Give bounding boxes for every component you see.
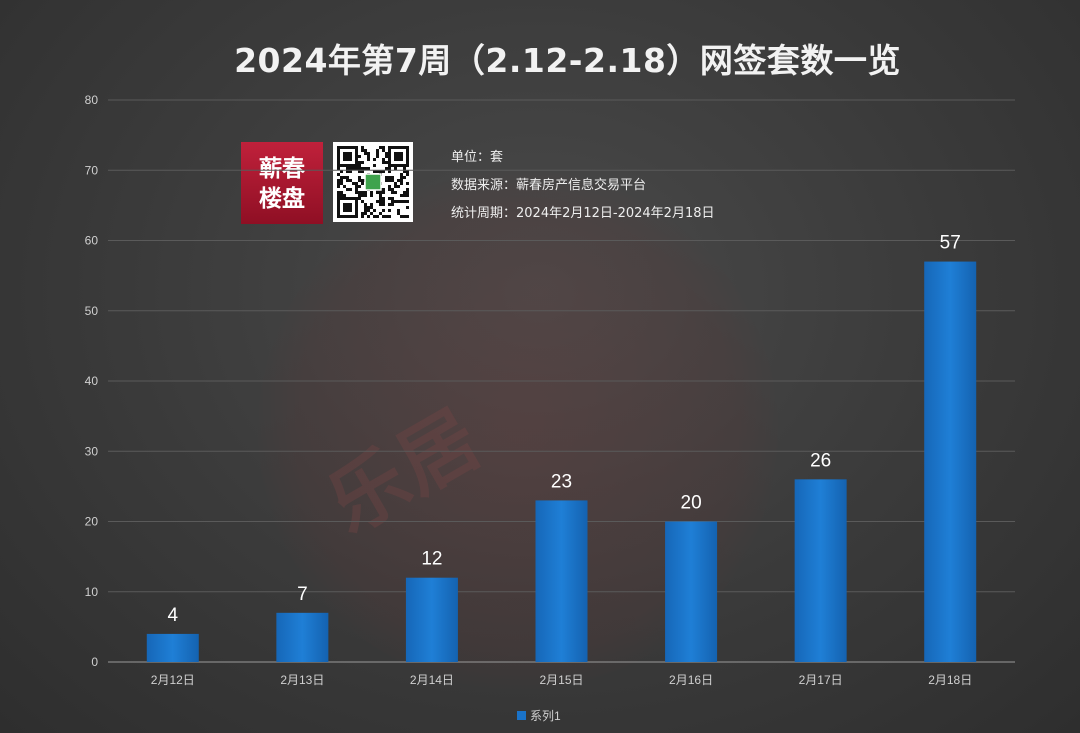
brand-logo: 蕲春 楼盘 bbox=[241, 142, 323, 224]
bar-6 bbox=[924, 261, 977, 662]
data-label-2: 12 bbox=[421, 549, 442, 570]
bar-5 bbox=[794, 479, 847, 662]
data-label-6: 57 bbox=[940, 233, 961, 254]
x-tick-label: 2月16日 bbox=[669, 673, 713, 687]
bars bbox=[146, 261, 977, 662]
period-note: 统计周期：2024年2月12日-2024年2月18日 bbox=[451, 206, 715, 221]
bar-2 bbox=[405, 577, 458, 662]
y-tick-label: 30 bbox=[85, 444, 99, 458]
data-label-1: 7 bbox=[297, 584, 308, 605]
legend-label: 系列1 bbox=[530, 709, 561, 723]
legend-square-icon bbox=[517, 711, 526, 720]
brand-logo-line1: 蕲春 bbox=[259, 155, 305, 182]
data-labels: 4 7 12 23 20 26 57 bbox=[167, 233, 960, 626]
source-note: 数据来源：蕲春房产信息交易平台 bbox=[451, 178, 647, 193]
data-label-5: 26 bbox=[810, 450, 831, 471]
x-axis: 2月12日 2月13日 2月14日 2月15日 2月16日 2月17日 2月18日 bbox=[151, 673, 972, 687]
y-tick-label: 10 bbox=[85, 585, 99, 599]
data-label-4: 20 bbox=[681, 493, 702, 514]
x-tick-label: 2月18日 bbox=[928, 673, 972, 687]
bar-1 bbox=[276, 612, 329, 662]
chart-title: 2024年第7周（2.12-2.18）网签套数一览 bbox=[234, 41, 901, 80]
brand-logo-line2: 楼盘 bbox=[259, 185, 305, 212]
data-label-3: 23 bbox=[551, 471, 572, 492]
qr-code-icon bbox=[333, 142, 413, 222]
y-tick-label: 20 bbox=[85, 515, 99, 529]
x-tick-label: 2月13日 bbox=[280, 673, 324, 687]
x-tick-label: 2月14日 bbox=[410, 673, 454, 687]
bar-3 bbox=[535, 500, 588, 662]
data-label-0: 4 bbox=[167, 605, 178, 626]
y-axis: 0 10 20 30 40 50 60 70 80 bbox=[85, 93, 99, 669]
legend: 系列1 bbox=[517, 709, 561, 723]
info-panel: 单位：套 数据来源：蕲春房产信息交易平台 统计周期：2024年2月12日-202… bbox=[451, 149, 715, 233]
x-tick-label: 2月15日 bbox=[539, 673, 583, 687]
qr-code-graphic bbox=[337, 146, 409, 218]
bar-0 bbox=[146, 633, 199, 662]
grid-layer bbox=[108, 99, 1015, 663]
y-tick-label: 40 bbox=[85, 374, 99, 388]
bar-4 bbox=[665, 521, 718, 662]
y-tick-label: 50 bbox=[85, 304, 99, 318]
x-tick-label: 2月12日 bbox=[151, 673, 195, 687]
x-tick-label: 2月17日 bbox=[799, 673, 843, 687]
y-tick-label: 60 bbox=[85, 234, 99, 248]
unit-note: 单位：套 bbox=[451, 150, 504, 165]
y-tick-label: 80 bbox=[85, 93, 99, 107]
y-tick-label: 70 bbox=[85, 163, 99, 177]
y-tick-label: 0 bbox=[91, 655, 98, 669]
